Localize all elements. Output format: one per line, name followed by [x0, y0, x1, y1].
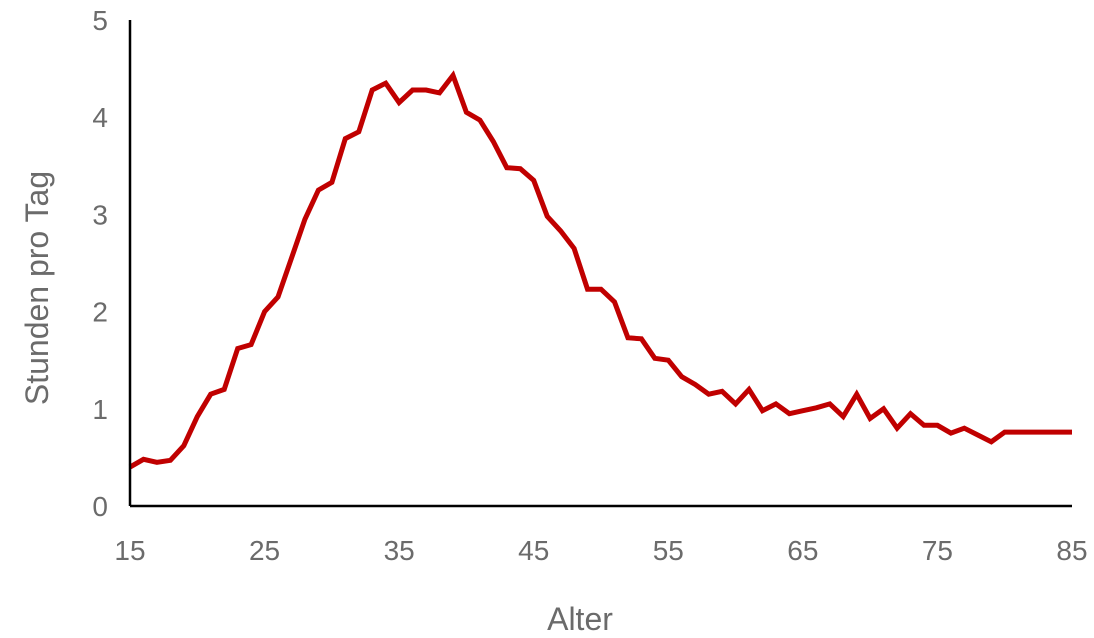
y-tick-label: 1 [92, 394, 108, 425]
x-tick-label: 85 [1056, 535, 1087, 566]
x-tick-label: 55 [653, 535, 684, 566]
y-tick-label: 0 [92, 491, 108, 522]
x-tick-label: 35 [384, 535, 415, 566]
y-tick-label: 4 [92, 102, 108, 133]
x-tick-label: 25 [249, 535, 280, 566]
x-tick-label: 15 [114, 535, 145, 566]
y-axis-title: Stunden pro Tag [19, 171, 55, 405]
x-tick-label: 45 [518, 535, 549, 566]
y-tick-label: 3 [92, 199, 108, 230]
x-axis-title: Alter [547, 601, 613, 637]
y-tick-label: 2 [92, 297, 108, 328]
y-tick-label: 5 [92, 5, 108, 36]
x-tick-label: 75 [922, 535, 953, 566]
x-tick-labels: 15 25 35 45 55 65 75 85 [114, 535, 1087, 566]
plot-area [128, 70, 1072, 470]
y-tick-labels: 0 1 2 3 4 5 [92, 5, 108, 522]
x-tick-label: 65 [787, 535, 818, 566]
series-line [128, 70, 1072, 470]
